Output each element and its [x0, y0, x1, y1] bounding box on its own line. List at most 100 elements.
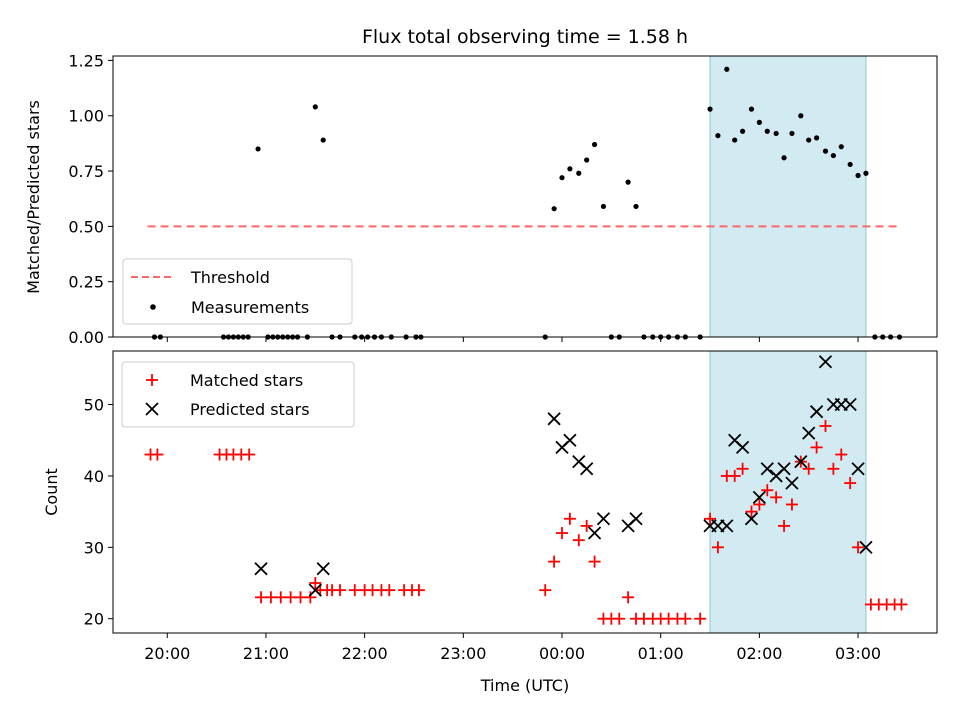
measurement-point	[781, 155, 787, 161]
measurement-point	[576, 170, 582, 176]
count-y-tick-label: 50	[84, 396, 104, 415]
matched-stars-point	[802, 462, 815, 475]
matched-stars-point	[412, 584, 425, 597]
count-legend-box	[121, 361, 355, 428]
measurement-point	[625, 179, 631, 185]
predicted-stars-point	[596, 512, 611, 526]
predicted-stars-point	[851, 462, 865, 476]
x-tick-label: 23:00	[440, 644, 486, 663]
ratio-legend-box	[122, 258, 353, 325]
matched-stars-point	[745, 505, 758, 518]
matched-stars-point	[588, 555, 601, 568]
predicted-stars-point	[629, 512, 643, 526]
predicted-stars-point	[777, 462, 791, 476]
matched-stars-point	[694, 612, 707, 625]
matched-stars-point	[761, 484, 774, 497]
matched-stars-point	[785, 498, 798, 511]
predicted-stars-point	[580, 462, 594, 476]
ratio-legend: Threshold Measurements	[122, 258, 353, 325]
matched-stars-point	[622, 591, 635, 604]
legend-measurements-label: Measurements	[191, 298, 309, 317]
matched-stars-point	[844, 477, 857, 490]
measurement-point	[773, 130, 779, 137]
matched-stars-point	[563, 512, 576, 525]
predicted-stars-point	[587, 526, 602, 540]
count-panel: 20 30 40 50 20:00 21:00 22:00 23:00 00:00 01:00 02…	[42, 350, 938, 695]
count-series-matched-stars	[144, 419, 908, 625]
ratio-y-tick-label: 1.00	[68, 107, 104, 126]
measurement-point	[863, 170, 869, 176]
measurement-point	[838, 144, 844, 150]
matched-stars-point	[679, 612, 692, 625]
measurement-point	[320, 137, 326, 143]
measurement-point	[830, 152, 836, 159]
matched-stars-point	[827, 462, 840, 475]
predicted-stars-point	[547, 412, 561, 426]
matched-stars-point	[736, 462, 749, 475]
measurement-point	[600, 203, 607, 210]
count-series-predicted-stars	[254, 355, 873, 597]
predicted-stars-point	[818, 355, 833, 369]
measurement-point	[633, 203, 639, 210]
count-panel-frame	[112, 350, 938, 634]
predicted-stars-point	[744, 512, 759, 526]
matched-stars-point	[539, 584, 552, 597]
predicted-stars-point	[752, 490, 767, 504]
predicted-stars-point	[785, 476, 799, 490]
ratio-shaded-span	[709, 55, 867, 338]
matched-stars-point	[770, 491, 783, 504]
x-tick-label: 03:00	[835, 644, 881, 663]
chart-title: Flux total observing time = 1.58 h	[362, 26, 688, 48]
measurement-point	[591, 141, 598, 148]
ratio-panel: 0.00 0.25 0.50 0.75 1.00 1.25 Matched/Predict…	[24, 51, 938, 347]
x-axis-label: Time (UTC)	[480, 676, 569, 695]
measurement-point	[806, 137, 812, 143]
legend-measurements-swatch	[150, 304, 156, 310]
measurement-point	[312, 104, 318, 110]
matched-stars-point	[704, 512, 717, 525]
predicted-stars-point	[843, 397, 857, 412]
predicted-stars-point	[735, 440, 750, 455]
ratio-y-tick-label: 1.25	[68, 51, 104, 70]
count-y-tick-label: 20	[84, 610, 104, 629]
measurement-point	[584, 157, 590, 163]
measurement-point	[847, 161, 853, 168]
matched-stars-point	[810, 441, 823, 454]
matched-stars-point	[556, 527, 569, 540]
predicted-stars-point	[809, 405, 824, 419]
measurement-point	[764, 128, 770, 134]
measurement-point	[739, 128, 746, 134]
predicted-stars-point	[760, 462, 774, 476]
ratio-panel-frame	[112, 55, 938, 338]
measurement-point	[789, 130, 795, 137]
predicted-stars-point	[720, 519, 734, 533]
matched-stars-point	[753, 498, 766, 511]
matched-stars-point	[778, 519, 791, 532]
matched-stars-point	[819, 419, 832, 432]
predicted-stars-point	[308, 583, 322, 597]
predicted-stars-point	[563, 433, 577, 447]
x-tick-label: 01:00	[638, 644, 684, 663]
matched-stars-point	[895, 598, 908, 611]
ratio-series-measurements	[151, 66, 903, 340]
predicted-stars-point	[794, 455, 808, 469]
legend-matched-swatch	[146, 374, 158, 386]
matched-stars-point	[309, 577, 322, 590]
ratio-y-tick-label: 0.25	[68, 273, 104, 292]
matched-stars-point	[304, 591, 317, 604]
count-shaded-span	[709, 350, 867, 634]
ratio-y-axis-label: Matched/Predicted stars	[24, 100, 43, 294]
matched-stars-point	[835, 448, 848, 461]
measurement-point	[798, 113, 804, 119]
legend-threshold-label: Threshold	[190, 268, 270, 287]
matched-stars-point	[728, 469, 741, 482]
matched-stars-point	[613, 612, 626, 625]
x-tick-label: 02:00	[736, 644, 782, 663]
predicted-stars-point	[254, 562, 268, 576]
measurement-point	[748, 106, 755, 112]
matched-stars-point	[580, 519, 593, 532]
measurement-point	[255, 146, 261, 152]
matched-stars-point	[548, 555, 561, 568]
x-tick-label: 20:00	[144, 644, 190, 663]
predicted-stars-point	[859, 540, 873, 554]
